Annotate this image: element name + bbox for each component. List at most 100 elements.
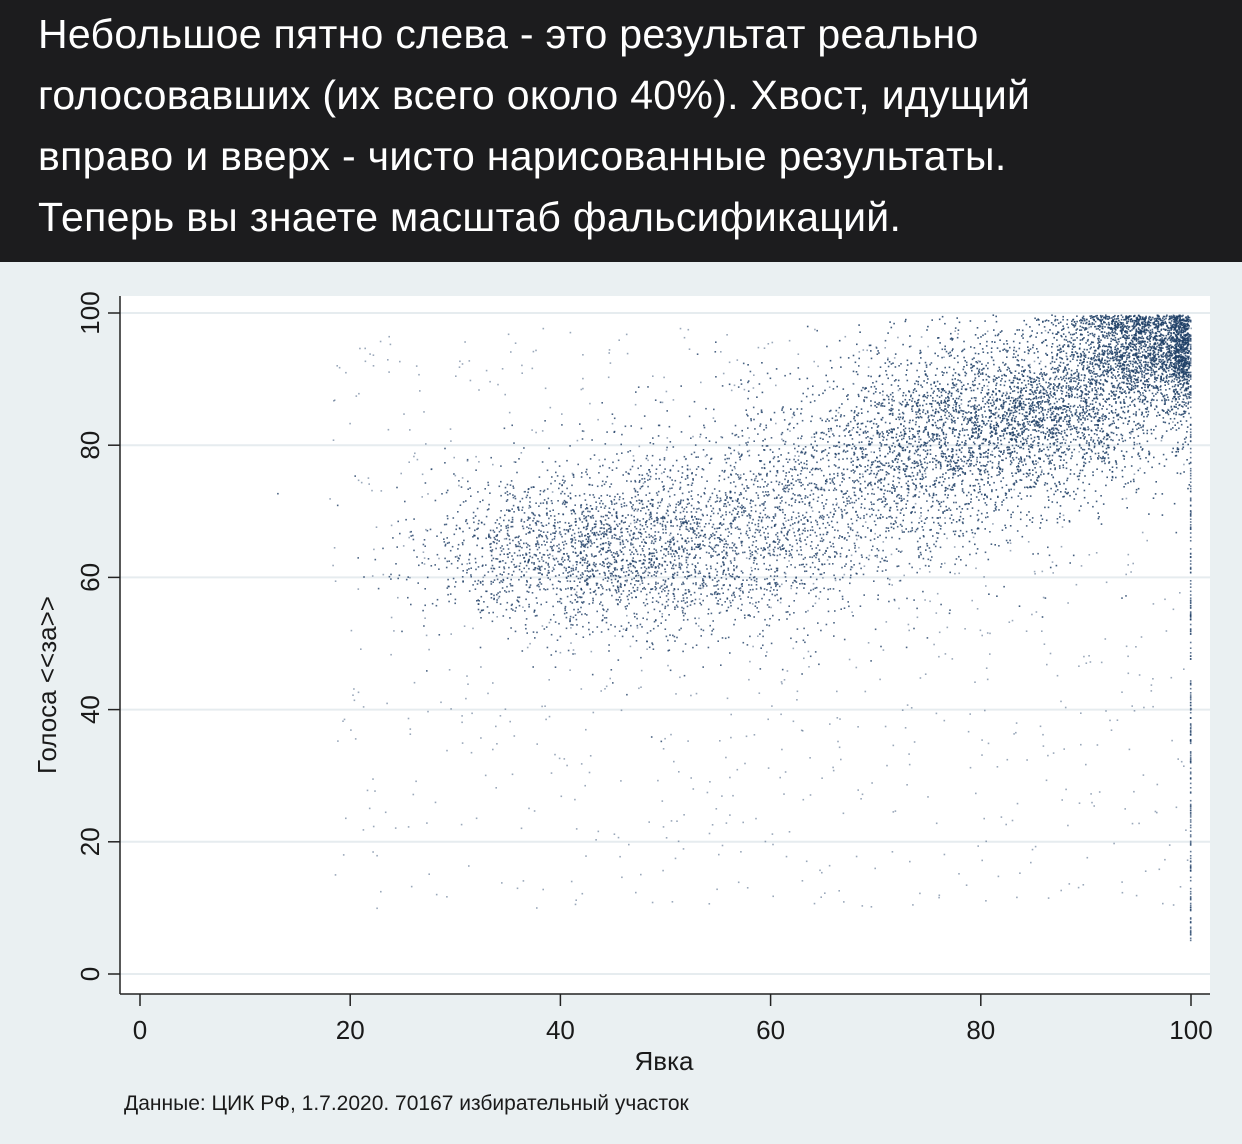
data-point [645,512,647,515]
data-point [490,456,492,459]
data-point [532,631,535,633]
data-point [867,558,870,561]
data-point [809,534,812,536]
data-point [817,496,820,499]
data-point [953,420,955,423]
data-point [632,564,634,567]
data-point [601,604,604,607]
data-point [557,580,560,582]
data-point [652,564,655,566]
data-point [891,465,894,467]
data-point [927,509,929,512]
data-point [588,564,591,566]
data-point [550,541,552,543]
data-point [707,646,710,649]
data-point [894,487,896,490]
data-point [609,527,611,530]
data-point [745,479,747,481]
data-point [991,490,993,493]
data-point [1046,489,1049,492]
data-point [868,482,871,484]
data-point [498,595,501,598]
data-point [700,603,703,606]
data-point [502,615,505,617]
data-point [554,480,556,482]
data-point [534,615,537,617]
data-point [961,488,964,490]
data-point [767,569,770,571]
data-point [987,420,990,422]
data-point [860,448,862,450]
data-point [970,498,972,500]
data-point [1044,597,1047,599]
data-point [493,567,496,570]
data-point [723,556,725,558]
data-point [705,551,708,554]
data-point [507,553,509,555]
data-point [903,463,906,465]
data-point [554,527,556,530]
data-point [962,491,965,494]
data-point [586,565,589,567]
data-point [650,564,652,566]
data-point [811,455,813,457]
data-point [672,536,675,539]
data-point [800,400,803,403]
data-point [472,511,475,514]
data-point [524,490,526,493]
data-point [649,561,651,564]
data-point [874,476,877,479]
data-point [838,537,840,539]
data-point [833,445,835,447]
data-point [565,529,568,531]
data-point [801,435,803,437]
data-point [725,540,727,542]
data-point [614,589,617,591]
data-point [878,434,881,436]
data-point [447,593,449,596]
data-point [486,509,489,511]
data-point [649,591,651,594]
data-point [671,567,673,570]
data-point [594,555,596,557]
data-point [791,487,793,490]
data-point [877,517,879,520]
data-point [848,535,851,538]
data-point [786,538,788,540]
data-point [907,457,910,460]
data-point [740,532,742,535]
data-point [815,484,818,486]
data-point [963,356,965,359]
data-point [746,534,749,537]
data-point [709,624,711,627]
data-point [610,526,612,529]
data-point [730,526,733,529]
data-point [661,523,664,526]
data-point [551,570,554,572]
data-point [856,343,858,346]
data-point [654,524,656,527]
data-point [731,513,733,516]
data-point [746,515,748,517]
data-point [884,500,886,502]
data-point [676,574,679,576]
data-point [876,554,878,557]
data-point [826,531,829,534]
data-point [723,569,725,572]
data-point [607,546,610,549]
data-point [639,532,642,534]
data-point [637,574,640,577]
data-point [601,402,603,404]
data-point [956,402,958,404]
data-point [584,559,586,561]
data-point [1127,482,1129,484]
data-point [843,473,845,476]
data-point [741,572,744,574]
data-point [651,552,654,555]
data-point [826,454,828,457]
data-point [943,401,945,404]
data-point [550,633,553,636]
data-point [642,559,645,561]
data-point [565,627,568,630]
data-point [787,479,789,482]
